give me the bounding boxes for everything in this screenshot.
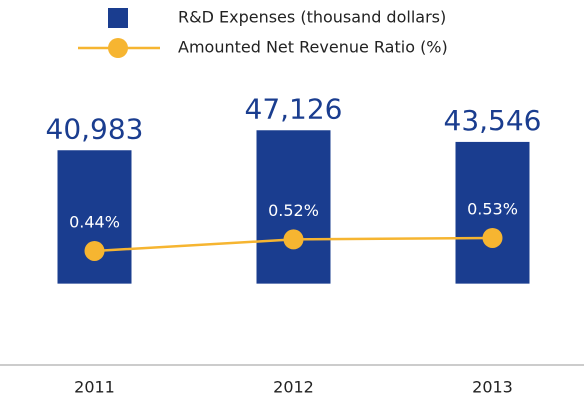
line-value-label: 0.53% <box>467 199 518 218</box>
bar-value-label: 47,126 <box>245 92 343 125</box>
line-value-label: 0.44% <box>69 212 120 231</box>
bar-value-label: 43,546 <box>444 104 542 137</box>
legend-marker <box>108 38 128 58</box>
bar <box>256 130 331 284</box>
x-tick-label: 2012 <box>273 378 314 397</box>
legend-swatch <box>108 8 128 28</box>
bar-value-label: 40,983 <box>46 112 144 145</box>
legend-label: Amounted Net Revenue Ratio (%) <box>178 38 448 57</box>
x-tick-label: 2013 <box>472 378 513 397</box>
legend-label: R&D Expenses (thousand dollars) <box>178 8 446 27</box>
line-marker <box>482 227 503 248</box>
bar <box>455 141 530 284</box>
x-tick-label: 2011 <box>74 378 115 397</box>
line-value-label: 0.52% <box>268 201 319 220</box>
bar <box>57 150 132 284</box>
line-marker <box>283 229 304 250</box>
line-marker <box>84 240 105 261</box>
